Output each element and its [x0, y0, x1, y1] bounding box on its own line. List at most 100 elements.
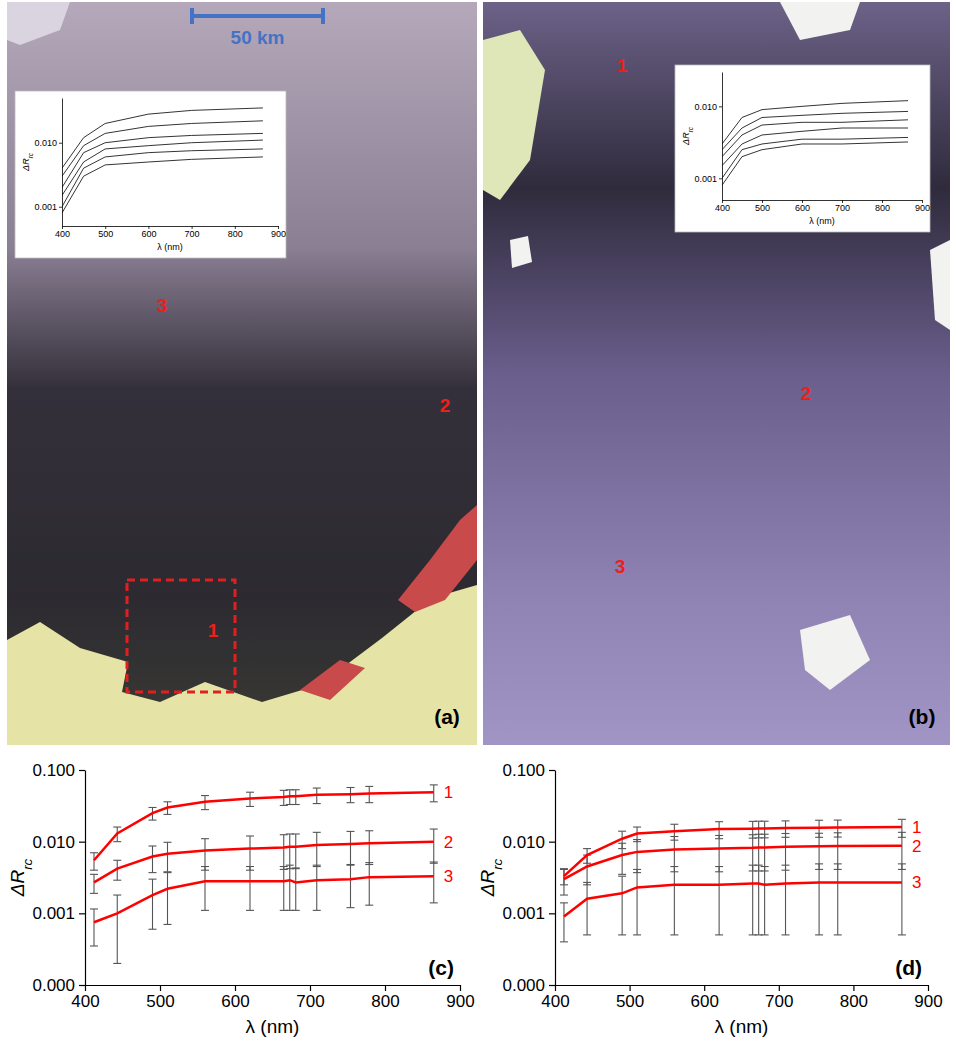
y-axis-line: [555, 771, 556, 986]
x-tick-label: 400: [71, 992, 99, 1011]
error-bar-cap: [149, 929, 157, 930]
error-bar: [633, 869, 641, 934]
y-tick: 0.001: [34, 202, 62, 212]
error-bar: [292, 834, 300, 869]
y-tick-label: 0.010: [32, 833, 75, 852]
error-bar-stem: [587, 855, 588, 885]
x-tick: 700: [835, 200, 850, 213]
x-axis-line: [556, 985, 929, 986]
error-bar-cap: [347, 831, 355, 832]
error-bar-cap: [365, 786, 373, 787]
error-bar-stem: [316, 865, 317, 910]
x-tick-label: 800: [875, 203, 890, 213]
x-tick-mark: [629, 985, 630, 991]
error-bar-cap: [430, 861, 438, 862]
error-bar: [113, 895, 121, 963]
error-bar-stem: [901, 864, 902, 935]
x-axis: 400500600700800900: [55, 226, 286, 239]
x-tick-mark: [704, 985, 705, 991]
error-bar: [246, 836, 254, 870]
error-bar-cap: [898, 934, 906, 935]
error-bar: [286, 834, 294, 869]
y-tick-label: 0.010: [34, 138, 57, 148]
error-bar-cap: [246, 866, 254, 867]
error-bar-stem: [295, 868, 296, 910]
error-bar-cap: [280, 866, 288, 867]
image-feature: [7, 585, 477, 745]
error-bar-cap: [815, 833, 823, 834]
error-bar-cap: [149, 872, 157, 873]
error-bar-cap: [560, 894, 568, 895]
error-bar: [286, 865, 294, 910]
error-bar-stem: [167, 873, 168, 925]
x-tick-mark: [779, 985, 780, 991]
error-bar-stem: [283, 867, 284, 911]
error-bar: [749, 865, 757, 935]
error-bar-cap: [90, 945, 98, 946]
error-bar: [782, 834, 790, 871]
error-bar-cap: [313, 803, 321, 804]
error-bar-stem: [152, 879, 153, 929]
error-bar-cap: [113, 963, 121, 964]
x-tick: 500: [98, 226, 113, 239]
error-bar-stem: [563, 903, 564, 942]
series-line: [564, 846, 902, 879]
error-bar-cap: [365, 862, 373, 863]
error-bar-cap: [149, 879, 157, 880]
error-bar-cap: [715, 866, 723, 867]
error-bar: [755, 865, 763, 935]
x-tick: 900: [446, 985, 474, 1011]
error-bar-cap: [286, 865, 294, 866]
error-bar-cap: [90, 893, 98, 894]
error-bar-cap: [670, 836, 678, 837]
x-tick-label: 400: [541, 992, 569, 1011]
error-bar-stem: [249, 836, 250, 870]
x-tick: 600: [691, 985, 719, 1011]
error-bar: [583, 882, 591, 934]
y-tick-mark: [549, 985, 555, 986]
error-bar-cap: [782, 820, 790, 821]
plot-marks: [560, 819, 906, 942]
series-label: 1: [912, 818, 921, 837]
error-bar: [365, 863, 373, 906]
error-bar: [292, 868, 300, 910]
x-tick: 500: [146, 985, 174, 1011]
error-bar: [149, 879, 157, 929]
error-bar-stem: [295, 834, 296, 869]
error-bar-cap: [164, 871, 172, 872]
x-tick: 600: [795, 200, 810, 213]
y-axis-line: [722, 73, 723, 201]
y-tick-mark: [719, 178, 722, 179]
y-tick: 0.000: [32, 976, 85, 995]
image-feature: [510, 236, 532, 268]
error-bar: [715, 835, 723, 871]
series-label: 2: [444, 833, 453, 852]
error-bar-stem: [785, 865, 786, 935]
error-bar-cap: [583, 882, 591, 883]
error-bar-cap: [583, 934, 591, 935]
y-tick: 0.010: [502, 833, 555, 852]
y-tick-label: 0.010: [694, 102, 717, 112]
y-tick: 0.001: [502, 904, 555, 923]
x-tick-mark: [928, 985, 929, 991]
error-bar-cap: [113, 841, 121, 842]
y-tick-label: 0.000: [32, 976, 75, 995]
x-tick-mark: [160, 985, 161, 991]
x-tick: 600: [141, 226, 156, 239]
x-tick-label: 600: [691, 992, 719, 1011]
x-tick-label: 400: [55, 229, 70, 239]
image-feature: [398, 505, 477, 612]
zoom-box: [127, 580, 235, 692]
scale-bar-cap: [321, 8, 325, 24]
error-bar-cap: [761, 934, 769, 935]
panel-label: (a): [434, 705, 460, 728]
y-axis-title: ΔRrc: [7, 858, 35, 897]
x-tick-label: 500: [755, 203, 770, 213]
error-bar-cap: [618, 874, 626, 875]
x-tick: 700: [296, 985, 324, 1011]
error-bar-cap: [113, 826, 121, 827]
error-bar-cap: [430, 828, 438, 829]
x-tick-label: 900: [271, 229, 286, 239]
x-axis: 400500600700800900: [71, 985, 474, 1011]
y-tick-mark: [79, 842, 85, 843]
